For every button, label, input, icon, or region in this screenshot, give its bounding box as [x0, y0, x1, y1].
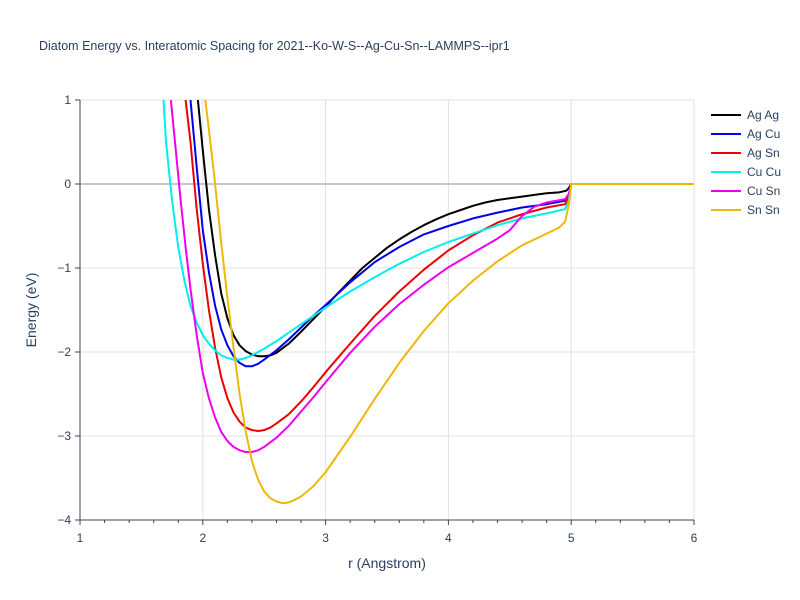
x-tick-label: 6	[691, 531, 698, 545]
legend-label: Sn Sn	[747, 203, 780, 217]
x-tick-label: 4	[445, 531, 452, 545]
y-tick-label: −3	[57, 429, 71, 443]
legend-label: Cu Cu	[747, 165, 781, 179]
y-tick-label: 1	[64, 93, 71, 107]
axes	[75, 99, 695, 525]
legend-item-cu-cu[interactable]: Cu Cu	[711, 165, 781, 179]
legend-item-ag-ag[interactable]: Ag Ag	[711, 108, 779, 122]
legend-item-cu-sn[interactable]: Cu Sn	[711, 184, 780, 198]
legend-label: Cu Sn	[747, 184, 780, 198]
y-axis-title: Energy (eV)	[23, 273, 39, 348]
legend-item-ag-sn[interactable]: Ag Sn	[711, 146, 780, 160]
y-tick-label: −1	[57, 261, 71, 275]
legend-label: Ag Cu	[747, 127, 780, 141]
y-tick-label: −2	[57, 345, 71, 359]
x-tick-label: 5	[568, 531, 575, 545]
chart-title: Diatom Energy vs. Interatomic Spacing fo…	[39, 39, 510, 53]
x-tick-label: 1	[77, 531, 84, 545]
x-tick-labels: 1 2 3 4 5 6	[77, 531, 698, 545]
x-tick-label: 3	[322, 531, 329, 545]
series-line-ag-cu	[189, 100, 574, 368]
y-tick-label: 0	[64, 177, 71, 191]
legend-label: Ag Ag	[747, 108, 779, 122]
y-tick-labels: 1 0 −1 −2 −3 −4	[57, 93, 71, 527]
series-line-cu-sn	[169, 100, 574, 453]
x-axis-title: r (Angstrom)	[348, 555, 426, 571]
series-line-ag-ag	[196, 100, 574, 358]
series-line-ag-sn	[184, 100, 574, 432]
legend-item-sn-sn[interactable]: Sn Sn	[711, 203, 780, 217]
legend[interactable]: Ag Ag Ag Cu Ag Sn Cu Cu Cu Sn Sn Sn	[711, 108, 781, 217]
x-tick-label: 2	[199, 531, 206, 545]
series-lines	[162, 100, 694, 505]
y-tick-label: −4	[57, 513, 71, 527]
legend-label: Ag Sn	[747, 146, 780, 160]
series-line-sn-sn	[204, 100, 694, 505]
legend-item-ag-cu[interactable]: Ag Cu	[711, 127, 780, 141]
